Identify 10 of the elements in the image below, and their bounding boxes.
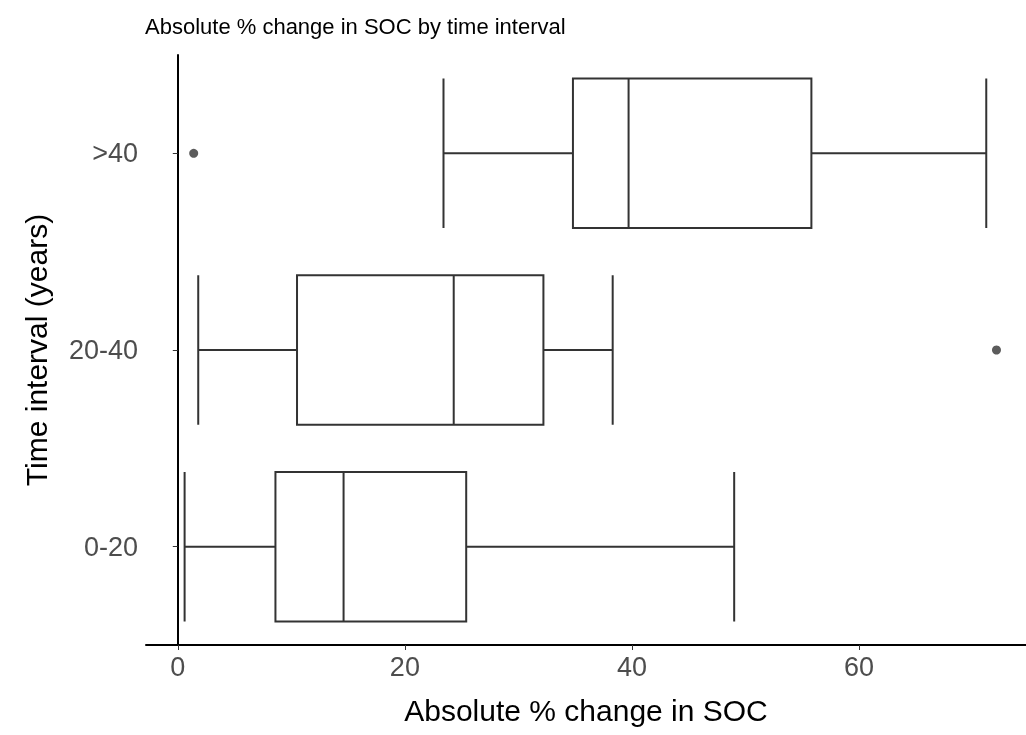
x-tick-label: 0 [170,651,186,682]
x-axis-title: Absolute % change in SOC [404,693,768,727]
x-tick-label: 20 [389,651,420,682]
y-tick-label: 20-40 [68,335,138,365]
y-tick-label: >40 [92,138,138,169]
y-axis-title: Time interval (years) [19,213,53,487]
chart-title: Absolute % change in SOC by time interval [145,13,566,39]
y-tick-label: 0-20 [83,531,138,562]
x-tick-label: 40 [616,651,648,682]
x-tick-label: 60 [844,651,875,682]
